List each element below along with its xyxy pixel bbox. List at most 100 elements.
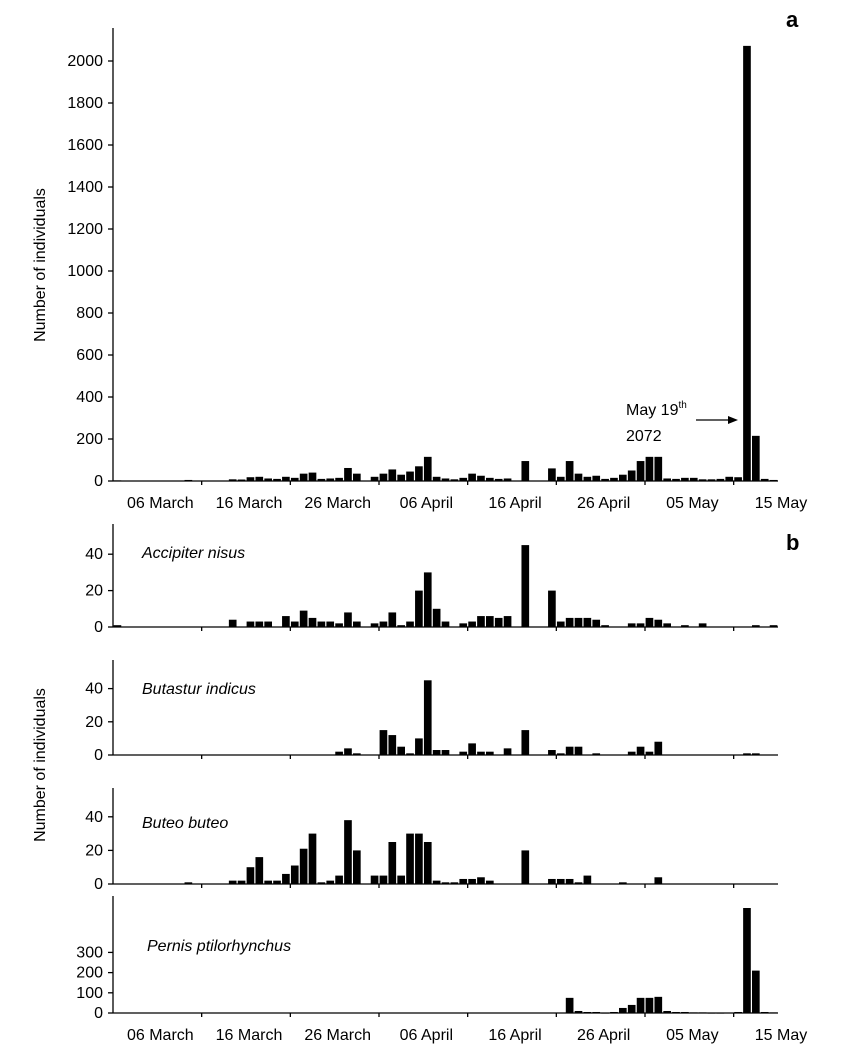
panel-4-bar [592,1011,601,1013]
panel-3-bar [450,882,459,884]
panel-1-bar [654,619,663,627]
panel-0-bar [743,45,751,481]
panel-0-bar [423,456,432,481]
panel-1-bar [379,621,388,627]
panel-1-bar [290,621,299,627]
panel-3-bar [486,880,494,884]
panel-0-bar [415,466,423,481]
panel-0-y-tick-label: 1400 [67,179,103,196]
panel-0-x-tick-label: 06 March [127,495,194,512]
panel-1-bar [583,617,592,627]
panel-4-bar [654,996,663,1013]
panel-a-ylabel: Number of individuals [32,188,49,342]
panel-0-bar [486,477,494,481]
panel-0-y-tick-label: 1000 [67,263,103,280]
panel-0-bar [689,477,698,481]
panel-0-bar [716,478,725,481]
panel-1-bar [592,619,601,627]
panel-0-bar [636,461,645,481]
panel-0-bar [184,479,193,481]
panel-3-bar [423,842,432,884]
panel-1-bar [370,623,379,627]
panel-1-bar [556,621,565,627]
panel-0-bar [583,476,592,481]
panel-4-x-tick-label: 06 April [400,1027,453,1044]
panel-0-bar [344,467,352,481]
panel-2-bar [743,753,751,755]
panel-1-bar [397,625,405,627]
panel-2-bar [441,750,450,755]
annotation-arrowhead [728,416,738,424]
panel-3-bar [477,877,485,884]
panel-2-bar [752,753,760,755]
panel-1-y-tick-label: 40 [85,546,103,563]
panel-1-bar [228,619,237,627]
panel-0-bar [610,477,618,481]
panel-4-bar [619,1007,627,1013]
panel-0-bar [725,476,734,481]
panel-0-y-tick-label: 1800 [67,95,103,112]
panel-4-bar [565,997,574,1013]
panel-3-bar [282,873,290,884]
panel-3-bar [556,878,565,884]
panel-0-bar [769,479,778,481]
panel-4-bar [672,1011,680,1013]
panel-1-bar [601,625,609,627]
panel-2-bar [592,753,601,755]
panel-4-bar [574,1010,583,1013]
panel-1-bar [627,623,636,627]
panel-0-bar [237,479,246,481]
panel-0-y-tick-label: 200 [76,431,103,448]
panel-3-bar [184,882,193,884]
panel-0-bar [521,461,530,481]
panel-3-bar [548,878,556,884]
panel-1-bar [308,617,317,627]
panel-2-bar [556,753,565,755]
panel-0-bar [592,475,601,481]
panel-4-bar [734,1011,742,1013]
panel-0-bar [601,478,609,481]
panel-0-bar [388,469,397,481]
panel-0-x-tick-label: 05 May [666,495,718,512]
panel-3-bar [237,880,246,884]
panel-1-bar [353,621,361,627]
panel-2-bar [654,741,663,755]
panel-1-bar [636,623,645,627]
panel-0-x-tick-label: 26 April [577,495,630,512]
panel-3-y-tick-label: 0 [94,876,103,893]
panel-3-bar [308,833,317,884]
panel-4-y-tick-label: 100 [76,985,103,1002]
panel-b-ylabel: Number of individuals [32,688,49,842]
species-label-butastur: Butastur indicus [142,681,256,698]
panel-4-bar [769,1012,778,1014]
panel-0-bar [379,473,388,481]
panel-3-bar [344,820,352,884]
panel-1-bar [388,612,397,627]
panel-2-bar [636,746,645,755]
panel-1-bar [752,625,760,627]
panel-4-x-tick-label: 16 April [488,1027,541,1044]
panel-4-bar [716,1012,725,1014]
panel-0-bar [468,473,476,481]
panel-3-bar [255,857,264,884]
panel-3-bar [326,880,335,884]
panel-3-bar [654,877,663,884]
panel-0-bar [308,472,317,481]
panel-0-bar [441,478,450,481]
panel-1-bar [335,623,343,627]
panel-4-bar [707,1012,716,1014]
panel-2-bar [645,751,654,755]
panel-2-bar [344,748,352,755]
panel-1-bar [494,617,503,627]
panel-0-bar [335,477,343,481]
panel-1-bar [521,545,530,627]
panel-2-y-tick-label: 0 [94,747,103,764]
species-label-buteo: Buteo buteo [142,815,228,832]
panel-0-bar [734,477,742,481]
panel-4-y-tick-label: 0 [94,1005,103,1022]
panel-2-bar [379,730,388,755]
panel-4-bar [689,1012,698,1014]
species-label-accipiter: Accipiter nisus [141,545,245,562]
panel-1-bar [769,625,778,627]
